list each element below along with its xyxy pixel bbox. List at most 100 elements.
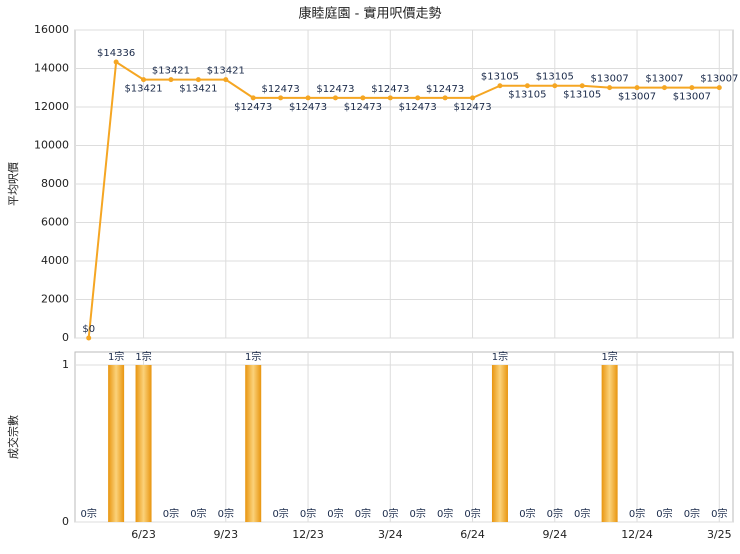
point [442, 95, 448, 101]
x-tick-label: 9/24 [542, 528, 567, 541]
data-label: 0宗 [300, 507, 316, 520]
data-label: $13421 [179, 84, 217, 95]
data-label: 0宗 [163, 507, 179, 520]
point [387, 95, 393, 101]
data-label: $12473 [344, 102, 382, 113]
y-tick-label: 4000 [41, 254, 69, 267]
y-tick-label: 12000 [34, 100, 69, 113]
data-label: $13007 [645, 74, 683, 85]
y-tick-label: 2000 [41, 293, 69, 306]
data-label: 1宗 [601, 350, 617, 363]
data-label: 0宗 [272, 507, 288, 520]
data-label: $13421 [207, 66, 245, 77]
x-tick-label: 6/24 [460, 528, 485, 541]
x-tick-label: 12/24 [621, 528, 653, 541]
data-label: 0宗 [218, 507, 234, 520]
data-label: $13105 [508, 90, 546, 101]
data-label: 1宗 [135, 350, 151, 363]
data-label: $0 [82, 324, 95, 335]
point [579, 83, 585, 89]
y-tick-label: 8000 [41, 177, 69, 190]
data-label: 1宗 [492, 350, 508, 363]
y-axis-title: 成交宗數 [6, 415, 20, 459]
bar [108, 365, 125, 522]
point [607, 85, 613, 91]
data-label: $12473 [399, 102, 437, 113]
data-label: $12473 [426, 84, 464, 95]
point [470, 95, 476, 101]
data-label: $13007 [618, 92, 656, 103]
data-label: 0宗 [711, 507, 727, 520]
y-axis-title: 平均呎價 [6, 162, 20, 206]
point [661, 85, 667, 91]
data-label: $12473 [371, 84, 409, 95]
y-tick-label: 1 [62, 358, 69, 371]
y-tick-label: 0 [62, 515, 69, 528]
x-tick-label: 6/23 [131, 528, 156, 541]
x-tick-label: 3/24 [378, 528, 403, 541]
x-tick-label: 12/23 [292, 528, 324, 541]
y-tick-label: 14000 [34, 62, 69, 75]
data-label: $13007 [673, 92, 711, 103]
data-label: $12473 [316, 84, 354, 95]
x-tick-label: 3/25 [707, 528, 732, 541]
point [305, 95, 311, 101]
point [524, 83, 530, 89]
data-label: $12473 [234, 102, 272, 113]
point [195, 77, 201, 83]
y-tick-label: 0 [62, 331, 69, 344]
point [332, 95, 338, 101]
data-label: $13105 [563, 90, 601, 101]
bar [601, 365, 618, 522]
data-label: 0宗 [629, 507, 645, 520]
point [552, 83, 558, 89]
point [360, 95, 366, 101]
point [250, 95, 256, 101]
data-label: 0宗 [327, 507, 343, 520]
point [415, 95, 421, 101]
y-tick-label: 6000 [41, 216, 69, 229]
point [141, 77, 147, 83]
data-label: 0宗 [190, 507, 206, 520]
bar [491, 365, 508, 522]
bar [135, 365, 152, 522]
data-label: $13421 [152, 66, 190, 77]
y-tick-label: 16000 [34, 23, 69, 36]
data-label: $14336 [97, 48, 135, 59]
data-label: $12473 [453, 102, 491, 113]
x-tick-label: 9/23 [213, 528, 238, 541]
point [86, 335, 92, 341]
data-label: $13007 [591, 74, 629, 85]
chart-title: 康睦庭園 - 實用呎價走勢 [299, 6, 442, 22]
data-label: 1宗 [245, 350, 261, 363]
data-label: $13007 [700, 74, 738, 85]
data-label: 0宗 [464, 507, 480, 520]
data-label: $13105 [536, 72, 574, 83]
point [716, 85, 722, 91]
point [689, 85, 695, 91]
y-tick-label: 10000 [34, 139, 69, 152]
point [223, 77, 229, 83]
data-label: 0宗 [656, 507, 672, 520]
data-label: 1宗 [108, 350, 124, 363]
data-label: 0宗 [684, 507, 700, 520]
data-label: 0宗 [547, 507, 563, 520]
data-label: 0宗 [437, 507, 453, 520]
line [87, 60, 720, 339]
point [497, 83, 503, 89]
plot-area [74, 351, 734, 523]
data-label: $13421 [124, 84, 162, 95]
data-label: $13105 [481, 72, 519, 83]
point [113, 59, 119, 65]
data-label: 0宗 [410, 507, 426, 520]
data-label: 0宗 [355, 507, 371, 520]
point [278, 95, 284, 101]
data-label: $12473 [262, 84, 300, 95]
data-label: 0宗 [519, 507, 535, 520]
data-label: 0宗 [574, 507, 590, 520]
data-label: 0宗 [81, 507, 97, 520]
data-label: $12473 [289, 102, 327, 113]
point [634, 85, 640, 91]
bar [245, 365, 262, 522]
